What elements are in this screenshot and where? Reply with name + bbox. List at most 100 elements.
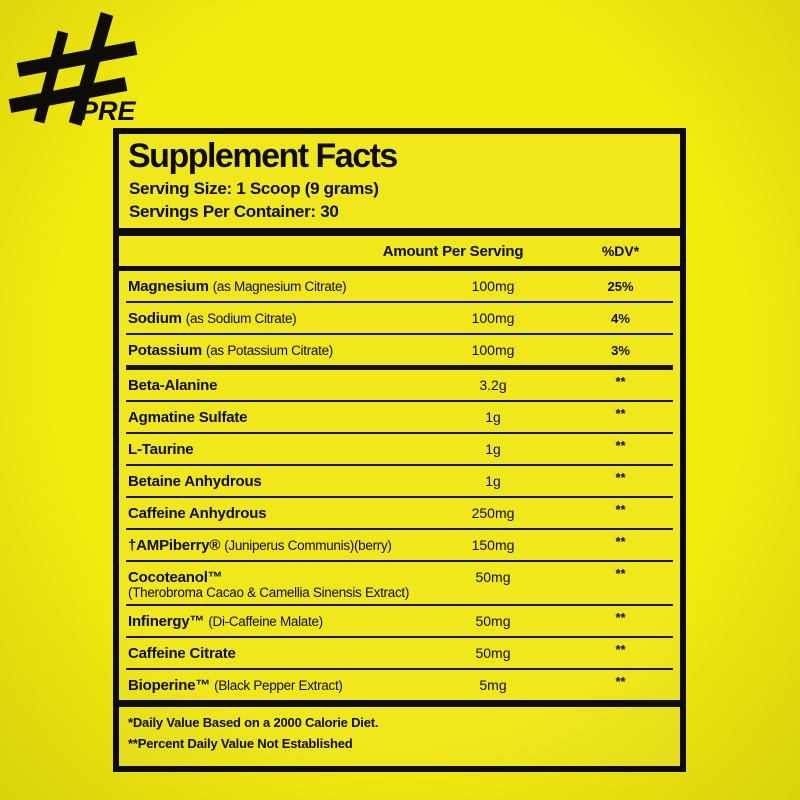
ingredient-name-cell: Bioperine™ (Black Pepper Extract) [126, 677, 418, 694]
ingredient-name-cell: Potassium (as Potassium Citrate) [126, 342, 418, 359]
ingredient-name: Cocoteanol™ [128, 568, 223, 586]
section-divider-footer [119, 700, 680, 707]
ingredient-dv: 3% [611, 342, 630, 358]
ingredient-row-line: Potassium (as Potassium Citrate) 100mg 3… [126, 335, 673, 365]
ingredient-amount: 100mg [471, 310, 515, 326]
ingredient-row-line: L-Taurine 1g ** [126, 434, 673, 464]
ingredient-rows: Magnesium (as Magnesium Citrate) 100mg 2… [126, 271, 673, 700]
ingredient-amount: 50mg [475, 613, 511, 629]
ingredient-dv: ** [615, 565, 626, 581]
ingredient-row-line: Magnesium (as Magnesium Citrate) 100mg 2… [126, 271, 673, 301]
ingredient-name: Agmatine Sulfate [128, 408, 248, 426]
ingredient-amount: 50mg [475, 569, 511, 585]
ingredient-amount: 50mg [475, 645, 511, 661]
ingredient-dv: ** [615, 501, 626, 517]
ingredient-name-cell: Beta-Alanine [126, 377, 418, 394]
ingredient-name: Infinergy™ [128, 612, 205, 630]
ingredient-row: L-Taurine 1g ** [126, 434, 673, 466]
ingredient-name-cell: Caffeine Citrate [126, 645, 418, 662]
ingredient-name: L-Taurine [128, 440, 194, 458]
serving-size-line: Serving Size: 1 Scoop (9 grams) [129, 179, 379, 198]
logo-pre-text: PRE [80, 96, 137, 126]
ingredient-dv: ** [615, 469, 626, 485]
ingredient-dv: 4% [611, 310, 630, 326]
ingredient-name: Caffeine Anhydrous [128, 504, 267, 522]
ingredient-name: Beta-Alanine [128, 376, 218, 394]
ingredient-row: Caffeine Anhydrous 250mg ** [126, 498, 673, 530]
ingredient-row-line: Caffeine Anhydrous 250mg ** [126, 498, 673, 528]
ingredient-row-line: Bioperine™ (Black Pepper Extract) 5mg ** [126, 670, 673, 700]
column-header-amount: Amount Per Serving [382, 242, 524, 260]
section-divider-thick [119, 228, 680, 236]
ingredient-detail: (Black Pepper Extract) [214, 677, 343, 693]
ingredient-name: Caffeine Citrate [128, 644, 236, 662]
ingredient-row: Betaine Anhydrous 1g ** [126, 466, 673, 498]
ingredient-row: †AMPiberry® (Juniperus Communis)(berry) … [126, 530, 673, 562]
ingredient-row: Bioperine™ (Black Pepper Extract) 5mg ** [126, 670, 673, 700]
ingredient-row-line: Beta-Alanine 3.2g ** [126, 370, 673, 400]
footnote-daily-value: *Daily Value Based on a 2000 Calorie Die… [128, 715, 379, 730]
ingredient-detail: (as Sodium Citrate) [185, 310, 297, 326]
ingredient-name: Bioperine™ [128, 676, 211, 694]
ingredient-name-cell: Infinergy™ (Di-Caffeine Malate) [126, 613, 418, 630]
ingredient-detail: (Juniperus Communis)(berry) [224, 537, 392, 553]
ingredient-amount: 100mg [471, 342, 515, 358]
ingredient-name-cell: Cocoteanol™ [126, 569, 418, 586]
ingredient-dv: ** [615, 405, 626, 421]
ingredient-detail: (as Magnesium Citrate) [212, 278, 347, 294]
ingredient-dv: ** [615, 437, 626, 453]
ingredient-amount: 1g [485, 409, 501, 425]
ingredient-name: †AMPiberry® [128, 536, 221, 554]
ingredient-detail: (Di-Caffeine Malate) [208, 613, 323, 629]
ingredient-row: Beta-Alanine 3.2g ** [126, 370, 673, 402]
ingredient-amount: 1g [485, 473, 501, 489]
ingredient-row-line: Betaine Anhydrous 1g ** [126, 466, 673, 496]
hashtag-brush-icon: PRE [8, 12, 138, 126]
ingredient-name: Betaine Anhydrous [128, 472, 262, 490]
ingredient-row-line: Agmatine Sulfate 1g ** [126, 402, 673, 432]
supplement-facts-panel: Supplement Facts Serving Size: 1 Scoop (… [113, 128, 686, 772]
ingredient-row: Cocoteanol™ 50mg ** (Therobroma Cacao & … [126, 562, 673, 606]
ingredient-amount: 3.2g [479, 377, 507, 393]
ingredient-row: Caffeine Citrate 50mg ** [126, 638, 673, 670]
footnote-not-established: **Percent Daily Value Not Established [128, 736, 353, 751]
ingredient-dv: ** [615, 609, 626, 625]
servings-per-container-line: Servings Per Container: 30 [129, 202, 339, 221]
ingredient-row-line: Cocoteanol™ 50mg ** [126, 562, 673, 592]
ingredient-row: Agmatine Sulfate 1g ** [126, 402, 673, 434]
ingredient-name-cell: Agmatine Sulfate [126, 409, 418, 426]
ingredient-dv: ** [615, 373, 626, 389]
ingredient-name-cell: L-Taurine [126, 441, 418, 458]
ingredient-row-line: Caffeine Citrate 50mg ** [126, 638, 673, 668]
ingredient-subline: (Therobroma Cacao & Camellia Sinensis Ex… [128, 585, 410, 600]
ingredient-amount: 5mg [479, 677, 507, 693]
ingredient-name: Magnesium [128, 277, 209, 295]
ingredient-amount: 1g [485, 441, 501, 457]
ingredient-row: Sodium (as Sodium Citrate) 100mg 4% [126, 303, 673, 335]
ingredient-name-cell: Caffeine Anhydrous [126, 505, 418, 522]
ingredient-row: Magnesium (as Magnesium Citrate) 100mg 2… [126, 271, 673, 303]
ingredient-name-cell: Magnesium (as Magnesium Citrate) [126, 278, 418, 295]
ingredient-detail: (as Potassium Citrate) [206, 342, 333, 358]
ingredient-row-line: Sodium (as Sodium Citrate) 100mg 4% [126, 303, 673, 333]
ingredient-row-line: †AMPiberry® (Juniperus Communis)(berry) … [126, 530, 673, 560]
ingredient-name: Potassium [128, 341, 203, 359]
ingredient-row: Potassium (as Potassium Citrate) 100mg 3… [126, 335, 673, 370]
ingredient-row: Infinergy™ (Di-Caffeine Malate) 50mg ** [126, 606, 673, 638]
brand-logo: PRE [6, 2, 166, 132]
column-header-dv: %DV* [601, 243, 640, 259]
ingredient-dv: ** [615, 641, 626, 657]
ingredient-name-cell: Betaine Anhydrous [126, 473, 418, 490]
column-header-row: Amount Per Serving %DV* [126, 236, 673, 266]
ingredient-amount: 100mg [471, 278, 515, 294]
ingredient-name-cell: Sodium (as Sodium Citrate) [126, 310, 418, 327]
panel-title: Supplement Facts [128, 137, 398, 175]
ingredient-name-cell: †AMPiberry® (Juniperus Communis)(berry) [126, 537, 418, 554]
ingredient-row-line: Infinergy™ (Di-Caffeine Malate) 50mg ** [126, 606, 673, 636]
ingredient-amount: 150mg [471, 537, 515, 553]
ingredient-dv: 25% [607, 278, 634, 294]
ingredient-amount: 250mg [471, 505, 515, 521]
ingredient-name: Sodium [128, 309, 182, 327]
section-divider-header [119, 266, 680, 271]
